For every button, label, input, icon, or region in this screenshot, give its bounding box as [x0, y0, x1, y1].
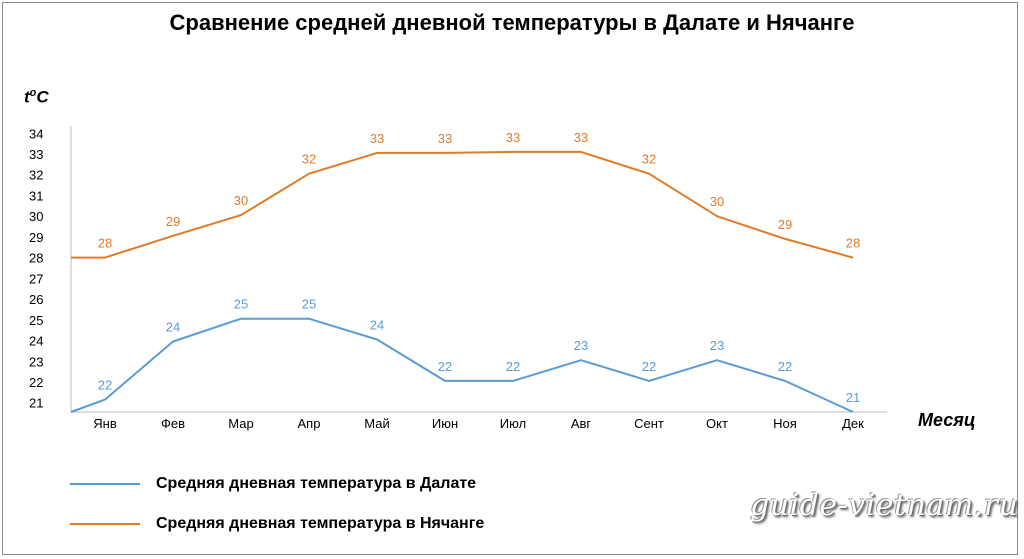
y-axis-label-degree: o [29, 87, 37, 99]
x-tick-label: Авг [571, 416, 592, 431]
data-label: 22 [778, 359, 792, 374]
x-tick-label: Сент [634, 416, 664, 431]
data-label: 24 [166, 320, 180, 335]
data-label: 30 [234, 193, 248, 208]
y-tick-label: 23 [29, 354, 43, 369]
x-axis-label: Месяц [918, 410, 976, 430]
y-tick-label: 30 [29, 209, 43, 224]
x-tick-label: Мар [228, 416, 253, 431]
series-line-1 [71, 150, 854, 259]
y-tick-label: 25 [29, 313, 43, 328]
data-label: 30 [710, 194, 724, 209]
legend-line-nhatrang [70, 523, 140, 525]
legend-line-dalat [70, 483, 140, 485]
y-tick-label: 33 [29, 147, 43, 162]
x-tick-label: Окт [706, 416, 728, 431]
y-tick-label: 26 [29, 292, 43, 307]
data-label: 33 [438, 131, 452, 146]
data-label: 22 [506, 359, 520, 374]
x-tick-label: Фев [161, 416, 185, 431]
x-tick-label: Ноя [773, 416, 797, 431]
legend-label-dalat: Средняя дневная температура в Далате [156, 475, 477, 492]
data-label: 33 [506, 130, 520, 145]
data-label: 28 [846, 236, 860, 251]
y-tick-label: 22 [29, 375, 43, 390]
y-axis-label-unit: C [36, 87, 49, 107]
data-label: 28 [98, 236, 112, 251]
y-tick-label: 27 [29, 271, 43, 286]
data-label: 29 [166, 214, 180, 229]
data-label: 22 [98, 378, 112, 393]
data-label: 23 [574, 338, 588, 353]
data-label: 22 [438, 359, 452, 374]
y-tick-label: 31 [29, 188, 43, 203]
legend-item-dalat: Средняя дневная температура в Далате [70, 472, 476, 496]
y-tick-label: 32 [29, 168, 43, 183]
data-label: 32 [302, 152, 316, 167]
y-tick-label: 21 [29, 396, 43, 411]
x-tick-label: Июл [500, 416, 526, 431]
x-tick-label: Май [364, 416, 389, 431]
y-axis-label-t: t [24, 87, 30, 107]
x-tick-label: Апр [298, 416, 321, 431]
watermark: guide-vietnam.ru [750, 488, 1019, 523]
data-label: 33 [370, 131, 384, 146]
x-tick-label: Дек [842, 416, 864, 431]
legend-label-nhatrang: Средняя дневная температура в Нячанге [156, 515, 485, 532]
data-label: 25 [302, 297, 316, 312]
data-label: 33 [574, 130, 588, 145]
chart-title: Сравнение средней дневной температуры в … [169, 10, 855, 35]
y-tick-label: 34 [29, 126, 43, 141]
data-label: 32 [642, 152, 656, 167]
y-axis-label: toC [24, 87, 49, 108]
data-label: 23 [710, 338, 724, 353]
y-tick-label: 28 [29, 251, 43, 266]
data-label: 25 [234, 297, 248, 312]
legend-item-nhatrang: Средняя дневная температура в Нячанге [70, 512, 484, 536]
y-tick-label: 24 [29, 334, 43, 349]
x-tick-label: Июн [432, 416, 458, 431]
data-label: 22 [642, 359, 656, 374]
data-label: 21 [846, 390, 860, 405]
x-tick-label: Янв [93, 416, 117, 431]
data-label: 29 [778, 217, 792, 232]
y-tick-label: 29 [29, 230, 43, 245]
series-line-0 [70, 317, 854, 413]
data-label: 24 [370, 317, 384, 332]
